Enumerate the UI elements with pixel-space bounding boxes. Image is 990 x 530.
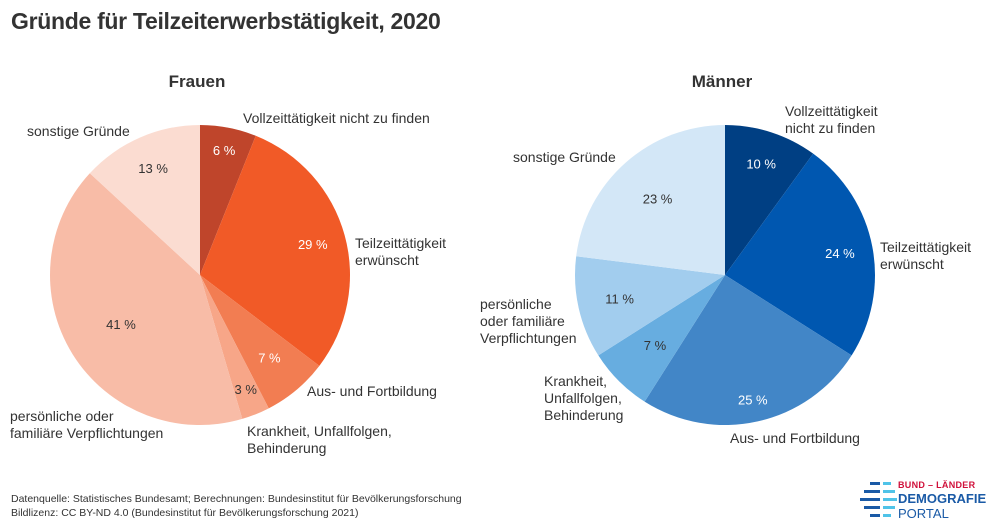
logo-text-demografie: DEMOGRAFIE	[898, 491, 987, 506]
pie-slice-krankheit-unfallfolgen-behinderung	[200, 275, 269, 419]
category-label-sonstige-gruende: sonstige Gründe	[513, 149, 616, 165]
pie-slice-aus-und-fortbildung	[200, 275, 320, 409]
pie-slice-krankheit-unfallfolgen-behinderung	[598, 275, 725, 402]
value-label-krankheit-unfallfolgen-behinderung: 3 %	[235, 382, 258, 397]
license-note: Bildlizenz: CC BY-ND 4.0 (Bundesinstitut…	[11, 507, 359, 519]
chart-title-maenner: Männer	[692, 72, 753, 91]
value-label-aus-und-fortbildung: 25 %	[738, 392, 768, 407]
page-title: Gründe für Teilzeiterwerbstätigkeit, 202…	[11, 8, 441, 34]
value-label-krankheit-unfallfolgen-behinderung: 7 %	[644, 338, 667, 353]
chart-title-frauen: Frauen	[169, 72, 226, 91]
value-label-sonstige-gruende: 13 %	[138, 161, 168, 176]
value-label-vollzeittaetigkeit-nicht-zu-finden: 6 %	[213, 143, 236, 158]
pie-chart-frauen: Frauen 6 % Vollzeittätigkeit nicht zu fin…	[10, 72, 446, 456]
data-source-note: Datenquelle: Statistisches Bundesamt; Be…	[11, 493, 462, 505]
category-label-aus-und-fortbildung: Aus- und Fortbildung	[307, 383, 437, 399]
pie-slice-persoenliche-oder-familiaere-verpflichtungen	[49, 173, 243, 425]
value-label-teilzeittaetigkeit-erwuenscht: 24 %	[825, 246, 855, 261]
value-label-sonstige-gruende: 23 %	[643, 191, 673, 206]
pie-slice-teilzeittaetigkeit-erwuenscht	[725, 153, 876, 356]
category-label-krankheit-unfallfolgen-behinderung: Krankheit, Unfallfolgen, Behinderung	[544, 373, 623, 423]
category-label-vollzeittaetigkeit-nicht-zu-finden: Vollzeittätigkeit nicht zu finden	[243, 110, 430, 126]
value-label-aus-und-fortbildung: 7 %	[258, 351, 281, 366]
logo-text-bund-laender: BUND – LÄNDER	[898, 480, 976, 490]
category-label-persoenliche-oder-familiaere-verpflichtungen: persönliche oder familiäre Verpflichtunge…	[10, 408, 163, 441]
value-label-vollzeittaetigkeit-nicht-zu-finden: 10 %	[746, 157, 776, 172]
logo-text-portal: PORTAL	[898, 506, 949, 521]
pie-slice-aus-und-fortbildung	[644, 275, 852, 425]
demografie-portal-logo: BUND – LÄNDER DEMOGRAFIE PORTAL	[860, 478, 987, 523]
pie-charts: Frauen 6 % Vollzeittätigkeit nicht zu fin…	[10, 72, 971, 456]
category-label-aus-und-fortbildung: Aus- und Fortbildung	[730, 430, 860, 446]
value-label-persoenliche-oder-familiaere-verpflichtungen: 41 %	[106, 317, 136, 332]
category-label-persoenliche-oder-familiaere-verpflichtungen: persönliche oder familiäre Verpflichtungen	[480, 296, 577, 346]
pie-slice-sonstige-gruende	[576, 125, 725, 275]
category-label-teilzeittaetigkeit-erwuenscht: Teilzeittätigkeit erwünscht	[880, 239, 971, 272]
pie-slice-vollzeittaetigkeit-nicht-zu-finden	[200, 125, 256, 275]
footer: Datenquelle: Statistisches Bundesamt; Be…	[11, 492, 462, 520]
category-label-krankheit-unfallfolgen-behinderung: Krankheit, Unfallfolgen, Behinderung	[247, 423, 392, 456]
value-label-teilzeittaetigkeit-erwuenscht: 29 %	[298, 237, 328, 252]
pie-chart-maenner: Männer 10 % Vollzeittätigkeit nicht zu fin…	[480, 72, 971, 446]
pie-slice-sonstige-gruende	[89, 124, 200, 275]
pie-slice-persoenliche-oder-familiaere-verpflichtungen	[575, 256, 725, 356]
value-label-persoenliche-oder-familiaere-verpflichtungen: 11 %	[605, 292, 634, 307]
category-label-sonstige-gruende: sonstige Gründe	[27, 123, 130, 139]
pie-slice-teilzeittaetigkeit-erwuenscht	[200, 135, 351, 366]
category-label-teilzeittaetigkeit-erwuenscht: Teilzeittätigkeit erwünscht	[355, 235, 446, 268]
category-label-vollzeittaetigkeit-nicht-zu-finden: Vollzeittätigkeit nicht zu finden	[785, 103, 878, 136]
pie-slice-vollzeittaetigkeit-nicht-zu-finden	[725, 125, 814, 275]
